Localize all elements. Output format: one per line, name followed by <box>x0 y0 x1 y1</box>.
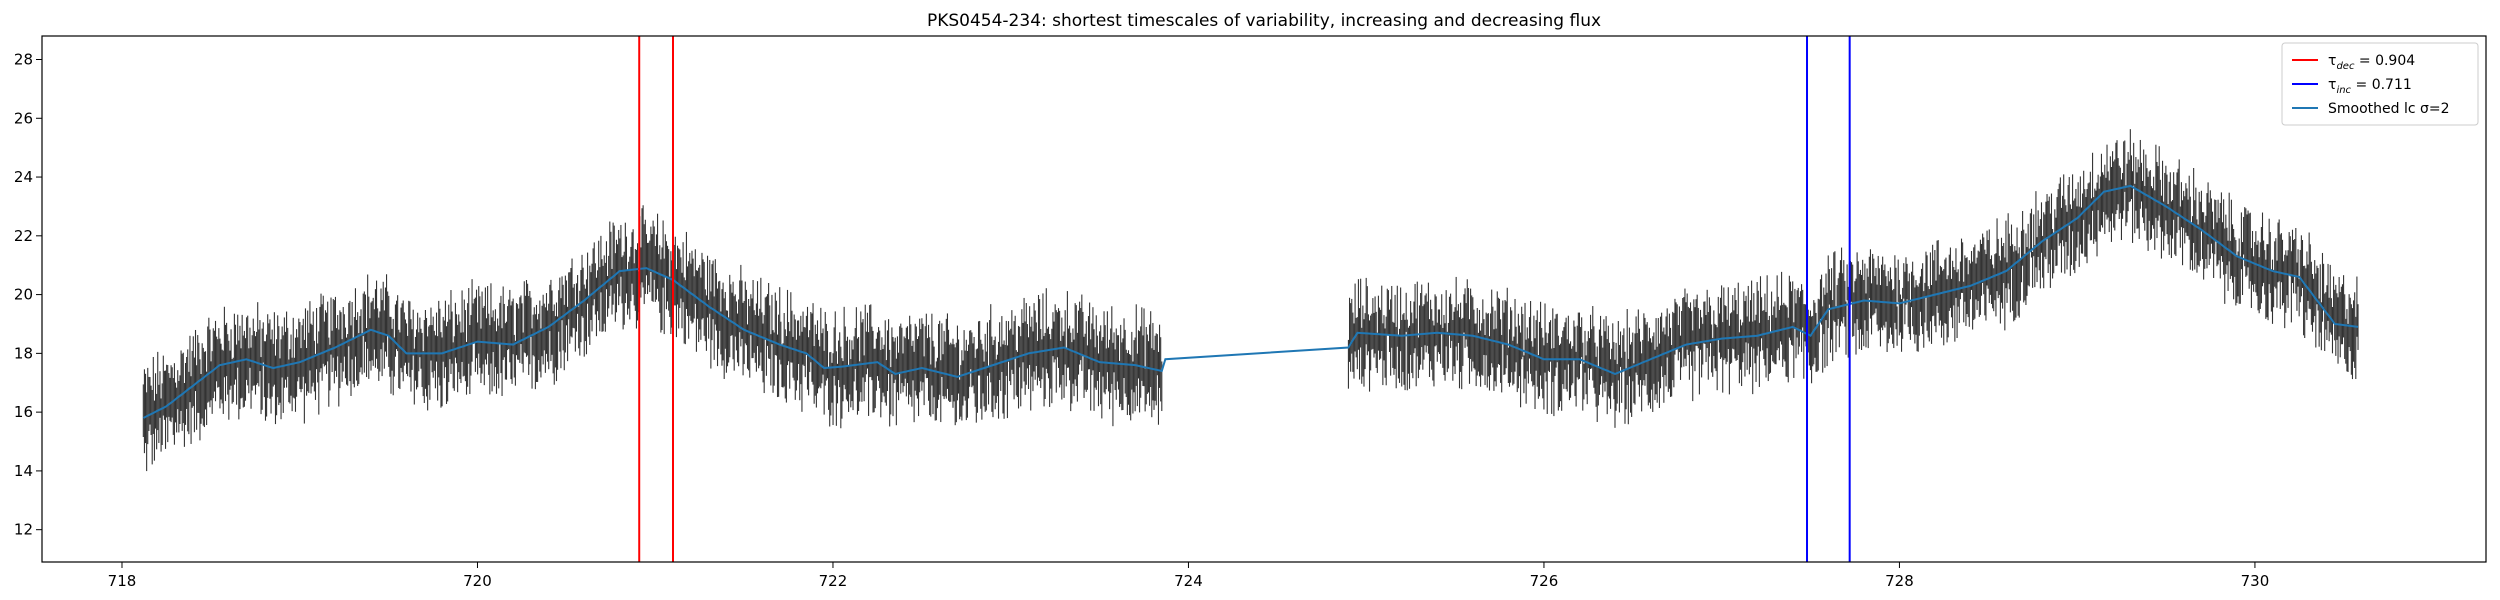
y-tick-label: 20 <box>14 286 33 304</box>
x-tick-label: 718 <box>108 572 137 590</box>
x-tick-label: 724 <box>1174 572 1203 590</box>
y-tick-label: 24 <box>14 168 33 186</box>
timescale-markers <box>638 36 1851 562</box>
legend: τdec = 0.904 τinc = 0.711 Smoothed lc σ=2 <box>2281 42 2479 126</box>
y-tick-label: 28 <box>14 51 33 69</box>
legend-label: Smoothed lc σ=2 <box>2328 101 2450 117</box>
x-tick-label: 728 <box>1885 572 1914 590</box>
chart-title: PKS0454-234: shortest timescales of vari… <box>927 11 1601 31</box>
x-axis-ticks: 718 720 722 724 726 728 730 <box>108 562 2270 590</box>
smoothed-series-line <box>142 184 2359 419</box>
smoothed-lightcurve <box>142 184 2359 419</box>
x-tick-label: 720 <box>463 572 492 590</box>
legend-label: τdec = 0.904 <box>2328 53 2415 72</box>
x-tick-label: 730 <box>2241 572 2270 590</box>
y-tick-label: 14 <box>14 462 33 480</box>
y-tick-label: 22 <box>14 227 33 245</box>
y-tick-label: 18 <box>14 344 33 362</box>
x-tick-label: 722 <box>819 572 848 590</box>
axes-frame <box>41 35 2487 563</box>
legend-label: τinc = 0.711 <box>2328 77 2412 96</box>
flux-error-bars <box>142 129 2359 472</box>
y-tick-label: 26 <box>14 109 33 127</box>
x-tick-label: 726 <box>1530 572 1559 590</box>
y-tick-label: 12 <box>14 521 33 539</box>
y-axis-ticks: 12 14 16 18 20 22 24 26 28 <box>14 51 42 539</box>
legend-box <box>2281 42 2479 126</box>
y-tick-label: 16 <box>14 403 33 421</box>
